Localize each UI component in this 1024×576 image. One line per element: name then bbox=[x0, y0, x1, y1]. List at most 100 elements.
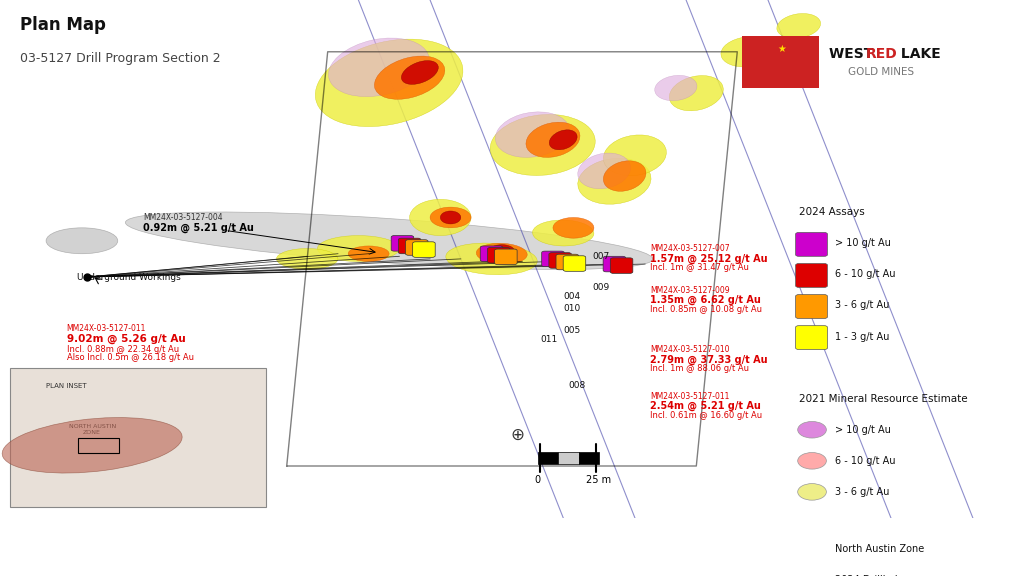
Bar bbox=[538, 452, 558, 464]
Text: WEST: WEST bbox=[829, 47, 879, 60]
Ellipse shape bbox=[578, 153, 631, 189]
Ellipse shape bbox=[315, 39, 463, 127]
Bar bbox=[10, 367, 266, 507]
FancyBboxPatch shape bbox=[495, 249, 517, 264]
Text: MM24X-03-5127-011: MM24X-03-5127-011 bbox=[650, 392, 730, 401]
Text: ★: ★ bbox=[777, 44, 785, 54]
FancyBboxPatch shape bbox=[742, 36, 819, 88]
FancyBboxPatch shape bbox=[796, 233, 827, 256]
Text: RED: RED bbox=[865, 47, 897, 60]
Ellipse shape bbox=[798, 484, 826, 500]
Ellipse shape bbox=[603, 135, 667, 176]
Ellipse shape bbox=[2, 418, 182, 473]
FancyBboxPatch shape bbox=[610, 258, 633, 274]
Ellipse shape bbox=[721, 37, 774, 67]
Ellipse shape bbox=[670, 75, 723, 111]
FancyBboxPatch shape bbox=[796, 294, 827, 319]
FancyBboxPatch shape bbox=[413, 242, 435, 257]
Text: 009: 009 bbox=[592, 283, 609, 292]
Ellipse shape bbox=[798, 422, 826, 438]
Text: 2021 Mineral Resource Estimate: 2021 Mineral Resource Estimate bbox=[799, 393, 968, 404]
FancyBboxPatch shape bbox=[556, 254, 579, 270]
Ellipse shape bbox=[125, 212, 653, 270]
Ellipse shape bbox=[476, 243, 527, 264]
Text: 1.35m @ 6.62 g/t Au: 1.35m @ 6.62 g/t Au bbox=[650, 295, 761, 305]
Ellipse shape bbox=[603, 161, 646, 191]
Ellipse shape bbox=[578, 158, 651, 204]
Text: 011: 011 bbox=[541, 335, 558, 344]
Text: MM24X-03-5127-009: MM24X-03-5127-009 bbox=[650, 286, 730, 294]
Text: MM24X-03-5127-010: MM24X-03-5127-010 bbox=[650, 345, 730, 354]
FancyBboxPatch shape bbox=[603, 256, 626, 272]
Text: 2.54m @ 5.21 g/t Au: 2.54m @ 5.21 g/t Au bbox=[650, 401, 761, 411]
FancyBboxPatch shape bbox=[542, 251, 564, 267]
Ellipse shape bbox=[798, 540, 826, 557]
Text: 1.57m @ 25.12 g/t Au: 1.57m @ 25.12 g/t Au bbox=[650, 253, 768, 264]
Ellipse shape bbox=[401, 60, 438, 84]
Ellipse shape bbox=[329, 38, 429, 97]
Ellipse shape bbox=[532, 220, 594, 246]
Text: LAKE: LAKE bbox=[896, 47, 941, 60]
Text: MM24X-03-5127-007: MM24X-03-5127-007 bbox=[650, 244, 730, 253]
FancyBboxPatch shape bbox=[406, 240, 428, 255]
Text: Incl. 0.88m @ 22.34 g/t Au: Incl. 0.88m @ 22.34 g/t Au bbox=[67, 345, 178, 354]
Text: Also Incl. 0.5m @ 26.18 g/t Au: Also Incl. 0.5m @ 26.18 g/t Au bbox=[67, 353, 194, 362]
FancyBboxPatch shape bbox=[549, 253, 571, 268]
Text: 6 - 10 g/t Au: 6 - 10 g/t Au bbox=[835, 270, 895, 279]
Text: ⊕: ⊕ bbox=[510, 426, 524, 444]
Text: Incl. 1m @ 31.47 g/t Au: Incl. 1m @ 31.47 g/t Au bbox=[650, 263, 750, 272]
Ellipse shape bbox=[445, 243, 538, 275]
Bar bbox=[558, 452, 579, 464]
Text: 2.79m @ 37.33 g/t Au: 2.79m @ 37.33 g/t Au bbox=[650, 354, 768, 365]
Text: GOLD MINES: GOLD MINES bbox=[848, 67, 913, 77]
Text: 03-5127 Drill Program Section 2: 03-5127 Drill Program Section 2 bbox=[20, 52, 221, 65]
Ellipse shape bbox=[317, 236, 399, 262]
FancyBboxPatch shape bbox=[487, 248, 510, 263]
FancyBboxPatch shape bbox=[391, 236, 414, 251]
Text: 2024 Assays: 2024 Assays bbox=[799, 207, 864, 217]
Text: 004: 004 bbox=[563, 292, 581, 301]
Bar bbox=[78, 438, 119, 453]
Text: 9.02m @ 5.26 g/t Au: 9.02m @ 5.26 g/t Au bbox=[67, 334, 185, 344]
Text: MM24X-03-5127-011: MM24X-03-5127-011 bbox=[67, 324, 146, 334]
FancyBboxPatch shape bbox=[796, 325, 827, 350]
Ellipse shape bbox=[553, 218, 594, 238]
FancyBboxPatch shape bbox=[480, 246, 503, 262]
FancyBboxPatch shape bbox=[563, 256, 586, 271]
Text: 2024 Drillholes: 2024 Drillholes bbox=[835, 575, 908, 576]
Bar bbox=[579, 452, 599, 464]
Text: 3 - 6 g/t Au: 3 - 6 g/t Au bbox=[835, 301, 889, 310]
Text: 25 m: 25 m bbox=[587, 475, 611, 485]
Text: North Austin Zone: North Austin Zone bbox=[835, 544, 924, 554]
Ellipse shape bbox=[488, 245, 515, 257]
Ellipse shape bbox=[490, 115, 595, 176]
Ellipse shape bbox=[654, 75, 697, 101]
Ellipse shape bbox=[348, 246, 389, 262]
Text: 0.92m @ 5.21 g/t Au: 0.92m @ 5.21 g/t Au bbox=[143, 222, 254, 233]
Text: NORTH AUSTIN
ZONE: NORTH AUSTIN ZONE bbox=[69, 425, 116, 435]
Ellipse shape bbox=[46, 228, 118, 253]
Text: Incl. 0.85m @ 10.08 g/t Au: Incl. 0.85m @ 10.08 g/t Au bbox=[650, 305, 762, 314]
Text: 008: 008 bbox=[568, 381, 586, 391]
Ellipse shape bbox=[798, 453, 826, 469]
Text: Underground Workings: Underground Workings bbox=[77, 272, 180, 282]
Ellipse shape bbox=[526, 122, 580, 157]
Text: PLAN INSET: PLAN INSET bbox=[46, 382, 87, 389]
FancyBboxPatch shape bbox=[398, 238, 421, 253]
Text: 005: 005 bbox=[563, 326, 581, 335]
Ellipse shape bbox=[777, 14, 820, 38]
Ellipse shape bbox=[496, 112, 569, 157]
Text: 010: 010 bbox=[563, 304, 581, 313]
Ellipse shape bbox=[410, 199, 471, 236]
Text: 007: 007 bbox=[592, 252, 609, 261]
Ellipse shape bbox=[375, 56, 444, 99]
Text: 3 - 6 g/t Au: 3 - 6 g/t Au bbox=[835, 487, 889, 497]
Text: Incl. 0.61m @ 16.60 g/t Au: Incl. 0.61m @ 16.60 g/t Au bbox=[650, 411, 762, 420]
Text: Plan Map: Plan Map bbox=[20, 16, 106, 33]
Ellipse shape bbox=[440, 211, 461, 224]
FancyBboxPatch shape bbox=[796, 264, 827, 287]
Text: 6 - 10 g/t Au: 6 - 10 g/t Au bbox=[835, 456, 895, 466]
Ellipse shape bbox=[276, 248, 338, 269]
Text: 0: 0 bbox=[535, 475, 541, 485]
Ellipse shape bbox=[549, 130, 578, 150]
